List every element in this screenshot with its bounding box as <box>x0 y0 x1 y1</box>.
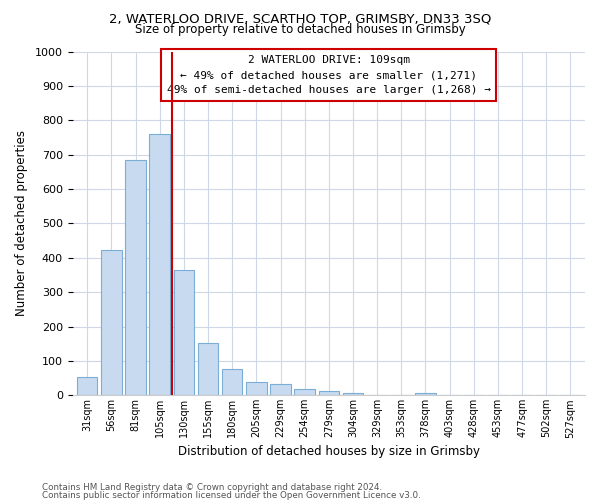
Bar <box>77 378 97 396</box>
Text: Contains HM Land Registry data © Crown copyright and database right 2024.: Contains HM Land Registry data © Crown c… <box>42 484 382 492</box>
Bar <box>246 382 266 396</box>
Bar <box>125 160 146 396</box>
Bar <box>149 134 170 396</box>
Bar <box>222 370 242 396</box>
Bar <box>319 391 339 396</box>
Bar <box>198 342 218 396</box>
Bar <box>343 392 363 396</box>
X-axis label: Distribution of detached houses by size in Grimsby: Distribution of detached houses by size … <box>178 444 480 458</box>
Bar <box>415 392 436 396</box>
Y-axis label: Number of detached properties: Number of detached properties <box>15 130 28 316</box>
Bar <box>173 270 194 396</box>
Bar <box>270 384 291 396</box>
Text: Size of property relative to detached houses in Grimsby: Size of property relative to detached ho… <box>134 24 466 36</box>
Bar <box>295 389 315 396</box>
Text: 2, WATERLOO DRIVE, SCARTHO TOP, GRIMSBY, DN33 3SQ: 2, WATERLOO DRIVE, SCARTHO TOP, GRIMSBY,… <box>109 12 491 26</box>
Text: Contains public sector information licensed under the Open Government Licence v3: Contains public sector information licen… <box>42 490 421 500</box>
Text: 2 WATERLOO DRIVE: 109sqm
← 49% of detached houses are smaller (1,271)
49% of sem: 2 WATERLOO DRIVE: 109sqm ← 49% of detach… <box>167 55 491 96</box>
Bar <box>101 250 122 396</box>
